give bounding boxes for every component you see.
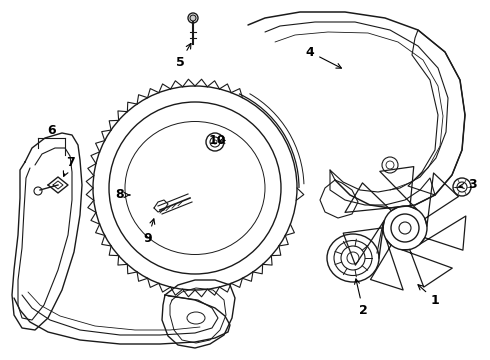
Circle shape bbox=[190, 15, 196, 21]
Text: 1: 1 bbox=[418, 285, 440, 306]
Text: 2: 2 bbox=[355, 279, 368, 316]
Text: 5: 5 bbox=[175, 44, 191, 68]
Text: 4: 4 bbox=[306, 45, 342, 68]
Text: 9: 9 bbox=[144, 219, 155, 244]
Text: 8: 8 bbox=[116, 189, 130, 202]
Text: 10: 10 bbox=[209, 134, 226, 147]
Text: 7: 7 bbox=[63, 156, 74, 176]
Text: 6: 6 bbox=[48, 123, 56, 136]
Text: 3: 3 bbox=[459, 179, 477, 192]
